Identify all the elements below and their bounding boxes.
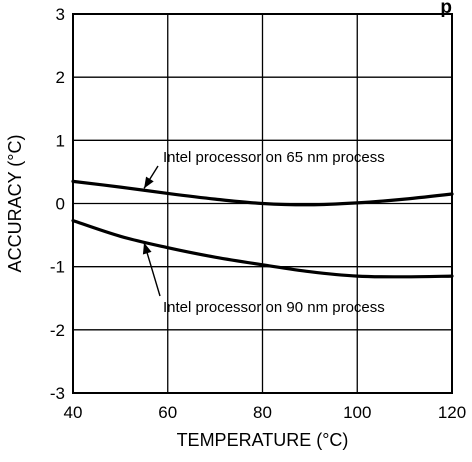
y-tick-label: -1 xyxy=(50,258,65,277)
y-tick-label: -2 xyxy=(50,321,65,340)
y-tick-label: 0 xyxy=(56,195,65,214)
annotations: Intel processor on 65 nm process Intel pr… xyxy=(142,149,385,316)
x-tick-label: 80 xyxy=(253,403,272,422)
annotation-label-90nm: Intel processor on 90 nm process xyxy=(163,299,385,316)
tick-labels: 40 60 80 100 120 -3 -2 -1 0 1 2 3 xyxy=(50,5,466,422)
chart-title-fragment: p xyxy=(440,0,452,18)
x-axis-label: TEMPERATURE (°C) xyxy=(177,430,349,450)
x-tick-label: 100 xyxy=(343,403,371,422)
annotation-arrowhead xyxy=(144,176,154,189)
y-tick-label: 2 xyxy=(56,68,65,87)
annotation-arrowhead xyxy=(142,242,152,255)
x-tick-label: 40 xyxy=(64,403,83,422)
series-lines xyxy=(71,179,454,279)
plot-frame xyxy=(72,13,453,394)
series-line-65nm xyxy=(71,179,454,207)
x-tick-label: 60 xyxy=(158,403,177,422)
annotation-label-65nm: Intel processor on 65 nm process xyxy=(163,149,385,166)
y-axis-label: ACCURACY (°C) xyxy=(5,135,25,273)
x-tick-label: 120 xyxy=(438,403,466,422)
y-tick-label: 3 xyxy=(56,5,65,24)
series-line-90nm xyxy=(71,219,454,279)
y-tick-label: 1 xyxy=(56,131,65,150)
y-tick-label: -3 xyxy=(50,384,65,403)
